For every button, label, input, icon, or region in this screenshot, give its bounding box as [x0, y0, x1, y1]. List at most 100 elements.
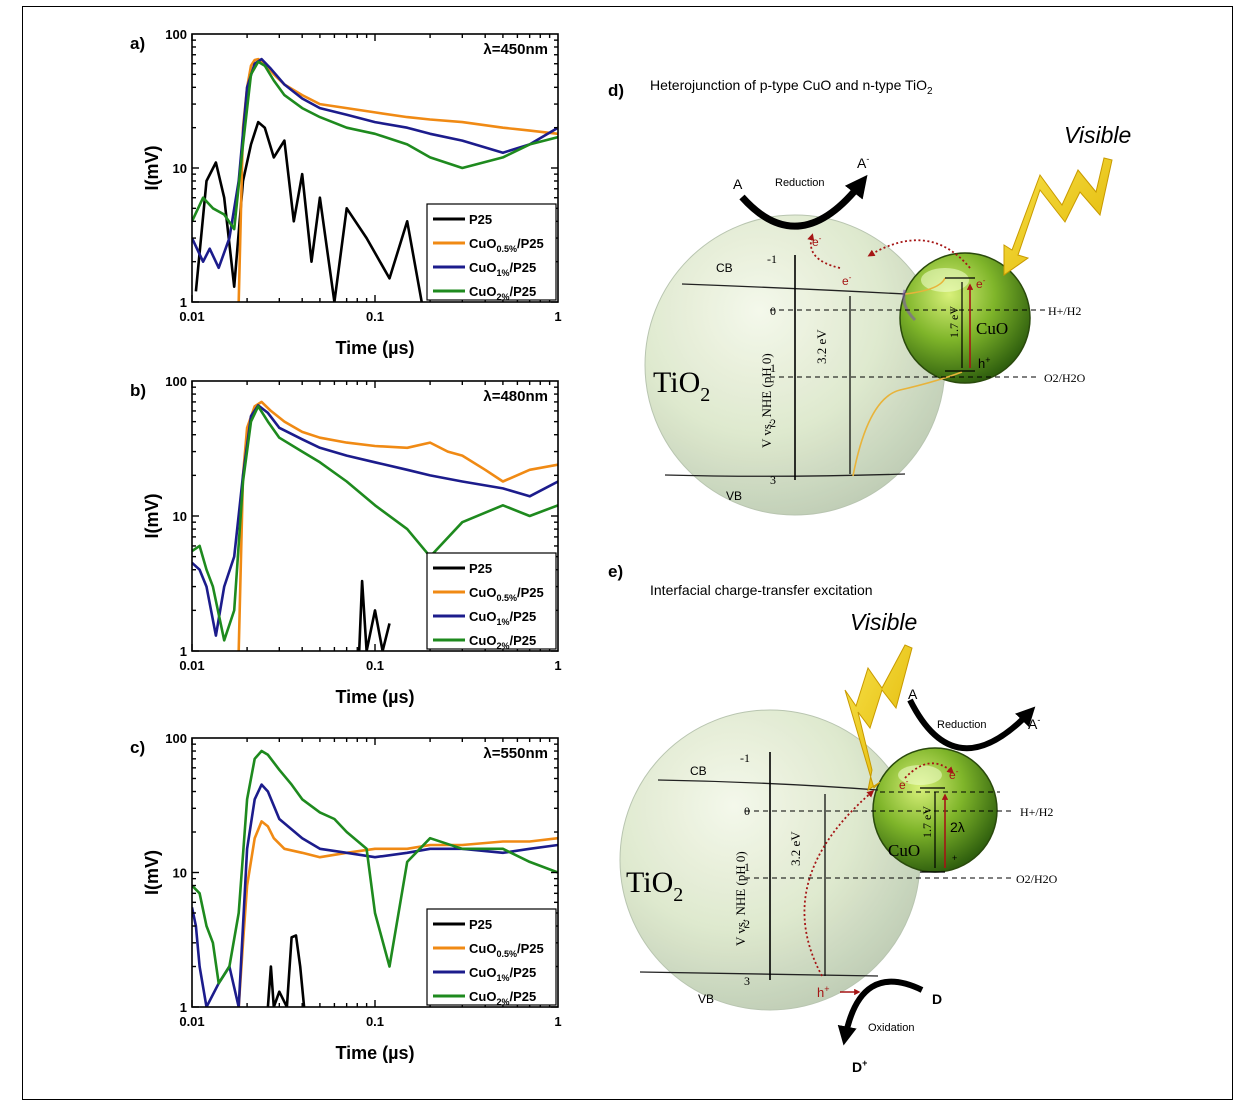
legend-entry-c-2: CuO1%/P25: [469, 965, 536, 983]
legend-entry-b-3: CuO2%/P25: [469, 633, 536, 651]
hole-tio2-e: h+: [817, 984, 830, 1000]
electron-to-acceptor-arrow-e: [904, 762, 955, 779]
legend-entry-b-0: P25: [469, 561, 492, 576]
junction-edge: [902, 289, 917, 322]
legend-entry-c-3: CuO2%/P25: [469, 989, 536, 1007]
electron-cuo2-e: e-: [949, 767, 959, 782]
tio2-label-e: TiO2: [626, 866, 683, 906]
cb-label-d: CB: [716, 261, 733, 275]
visible-label-e: Visible: [850, 609, 917, 635]
vb-bend: [852, 371, 963, 477]
panel-label-e: e): [608, 562, 623, 581]
chart-panel-b: 0.01 0.1 1 1 10 100 Time (µs) I(mV) b) λ=480nm P25…: [130, 374, 562, 707]
figure-frame: [22, 6, 1233, 1100]
wavelength-annotation-b: λ=480nm: [483, 388, 548, 405]
legend-entry-c-1: CuO0.5%/P25: [469, 941, 544, 959]
o2-level-label-d: O2/H2O: [1044, 371, 1086, 385]
legend-entry-a-2: CuO1%/P25: [469, 260, 536, 278]
axis-label-d: V vs. NHE (pH 0): [759, 353, 774, 448]
diagram-e: e) Interfacial charge-transfer excitatio…: [608, 562, 1058, 1075]
hole-cuo-e: +: [952, 853, 957, 863]
cuo-highlight-e: [898, 765, 942, 785]
tick-e-3: 3: [744, 974, 750, 988]
y-tick-label-b: 1: [180, 644, 187, 659]
donor-d-plus-e: D+: [852, 1058, 867, 1075]
x-tick-label-b: 0.1: [366, 658, 384, 673]
x-tick-label-a: 1: [554, 309, 561, 324]
product-a-minus-d: A-: [857, 154, 869, 171]
chart-panel-c: 0.01 0.1 1 1 10 100 Time (µs) I(mV) c) λ=550nm P25…: [130, 731, 562, 1063]
chart-panel-a: 0.01 0.1 1 1 10 100 Time (µs) I(mV) a) λ=450nm P25…: [130, 27, 562, 358]
electron-cuo-d: e-: [976, 276, 986, 291]
tio2-cb-edge-e: [657, 779, 879, 791]
x-axis-title-c: Time (µs): [335, 1043, 414, 1063]
y-tick-label-c: 10: [173, 866, 187, 881]
visible-light-bolt-e: [844, 644, 913, 792]
tick-d-m1: -1: [767, 252, 777, 266]
series-line-c-2: [192, 783, 558, 1007]
cuo-label-e: CuO: [888, 841, 920, 860]
y-tick-label-b: 10: [173, 509, 187, 524]
oxidation-arrow-e: [837, 978, 924, 1046]
series-line-b-0: [357, 579, 391, 651]
x-tick-label-b: 0.01: [179, 658, 204, 673]
y-axis-title-a: I(mV): [142, 145, 162, 190]
tick-d-2: 2: [770, 416, 776, 430]
series-line-c-3: [192, 749, 558, 985]
electron-surface-d: e-: [812, 234, 822, 249]
vb-label-e: VB: [698, 992, 714, 1006]
tick-e-1: 1: [744, 860, 750, 874]
o2-level-label-e: O2/H2O: [1016, 872, 1058, 886]
x-tick-label-c: 0.01: [179, 1014, 204, 1029]
h2-level-label-d: H+/H2: [1048, 304, 1081, 318]
reduction-label-e: Reduction: [937, 719, 987, 731]
cuo-label-d: CuO: [976, 319, 1008, 338]
x-tick-label-c: 1: [554, 1014, 561, 1029]
x-tick-label-a: 0.01: [179, 309, 204, 324]
series-line-b-3: [192, 404, 558, 642]
tick-e-2: 2: [744, 917, 750, 931]
panel-label-d: d): [608, 81, 624, 100]
y-axis-title-c: I(mV): [142, 850, 162, 895]
series-line-a-2: [192, 57, 558, 270]
cuo-highlight: [921, 268, 969, 292]
wavelength-annotation-c: λ=550nm: [483, 745, 548, 762]
tio2-vb-edge-e: [639, 971, 879, 977]
reduction-label-d: Reduction: [775, 177, 825, 189]
series-line-a-0: [194, 120, 423, 302]
legend-entry-a-3: CuO2%/P25: [469, 284, 536, 302]
h2-level-label-e: H+/H2: [1020, 805, 1053, 819]
tick-d-3: 3: [770, 473, 776, 487]
legend-entry-c-0: P25: [469, 917, 492, 932]
x-tick-label-a: 0.1: [366, 309, 384, 324]
charge-transfer-arrow-e: [803, 790, 875, 977]
electron-to-acceptor-arrow-d: [807, 233, 841, 269]
reduction-arrow-e: [907, 698, 1036, 751]
cuo-gap-label-d: 1.7 eV: [947, 306, 961, 338]
hole-cuo-d: h+: [978, 355, 991, 371]
reduction-arrow-d: [739, 174, 868, 230]
lambda-label-e: 2λ: [950, 819, 965, 835]
legend-entry-b-2: CuO1%/P25: [469, 609, 536, 627]
legend-entry-a-1: CuO0.5%/P25: [469, 236, 544, 254]
tio2-label-d: TiO2: [653, 366, 710, 406]
x-tick-label-c: 0.1: [366, 1014, 384, 1029]
y-tick-label-b: 100: [165, 374, 187, 389]
series-line-a-3: [192, 60, 558, 231]
axis-label-e: V vs. NHE (pH 0): [733, 851, 748, 946]
cb-label-e: CB: [690, 764, 707, 778]
y-tick-label-a: 1: [180, 295, 187, 310]
series-line-c-0: [266, 934, 306, 1007]
legend-entry-a-0: P25: [469, 212, 492, 227]
panel-label-b: b): [130, 381, 146, 400]
tick-e-m1: -1: [740, 751, 750, 765]
oxidation-label-e: Oxidation: [868, 1022, 914, 1034]
wavelength-annotation-a: λ=450nm: [483, 41, 548, 58]
x-axis-title-b: Time (µs): [335, 687, 414, 707]
tick-d-1: 1: [770, 361, 776, 375]
vb-label-d: VB: [726, 489, 742, 503]
cb-bend: [904, 277, 946, 295]
reactant-a-e: A: [908, 686, 918, 702]
cuo-gap-label-e: 1.7 eV: [920, 806, 934, 838]
